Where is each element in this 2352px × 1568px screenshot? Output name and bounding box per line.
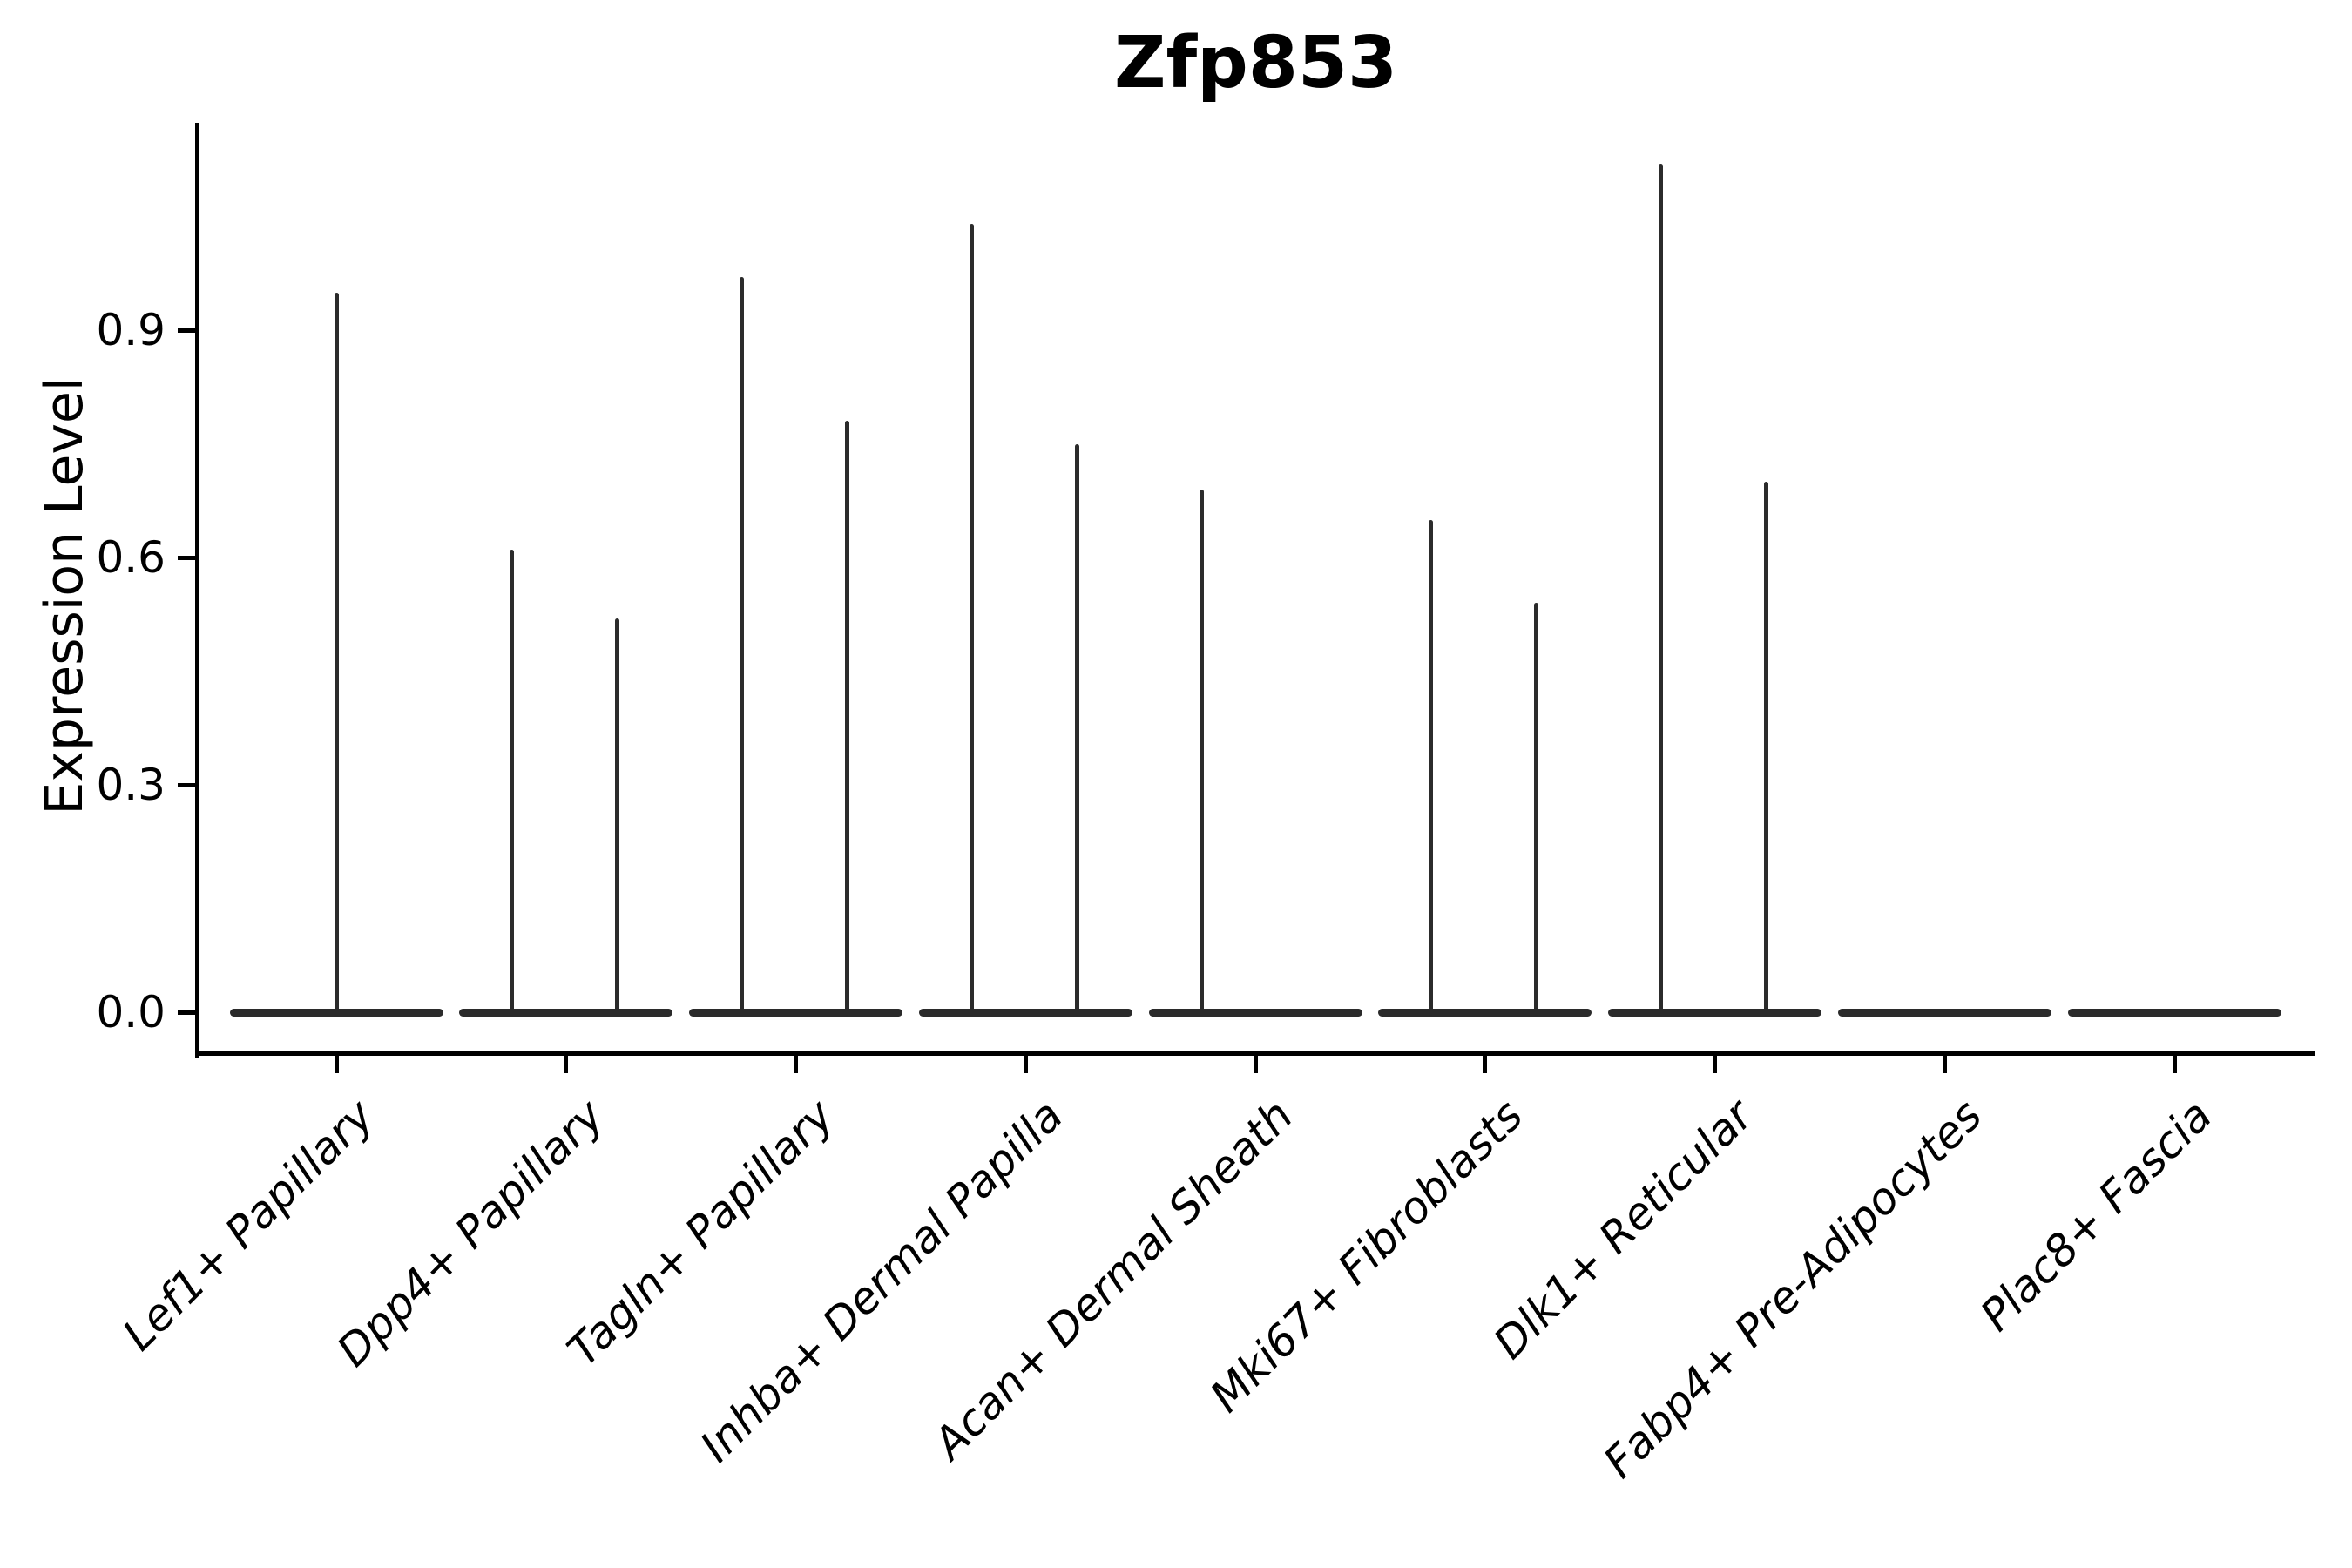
- violin-spike: [334, 292, 339, 1016]
- violin-spike: [510, 550, 515, 1016]
- x-tick-label: Tagln+ Papillary: [557, 1090, 843, 1376]
- x-tick-label: Inhba+ Dermal Papilla: [691, 1090, 1073, 1472]
- x-tick-label: Dpp4+ Papillary: [327, 1090, 614, 1376]
- violin-spike: [1074, 443, 1079, 1016]
- x-tick-label: Dlk1+ Reticular: [1484, 1090, 1762, 1369]
- violin-spike: [1764, 482, 1768, 1016]
- violin-body: [689, 1009, 902, 1017]
- violin-spike: [740, 277, 744, 1016]
- x-tick-label: Mki67+ Fibroblasts: [1200, 1090, 1533, 1423]
- x-tick-label: Plac8+ Fascia: [1970, 1090, 2222, 1342]
- violin-spike: [1534, 603, 1539, 1016]
- y-tick-mark: [178, 555, 195, 560]
- x-tick-mark: [1253, 1056, 1258, 1073]
- x-axis-spine: [195, 1051, 2315, 1056]
- violin-body: [918, 1009, 1132, 1017]
- y-tick-mark: [178, 328, 195, 333]
- y-tick-label: 0.9: [96, 305, 166, 355]
- x-tick-label: Fabp4+ Pre-Adipocytes: [1594, 1090, 1992, 1488]
- violin-spike: [1659, 163, 1663, 1016]
- y-tick-label: 0.3: [96, 760, 166, 810]
- violin-body: [1148, 1009, 1362, 1017]
- y-tick-label: 0.0: [96, 987, 166, 1037]
- violin-spike: [615, 618, 620, 1016]
- violin-spike: [969, 224, 974, 1016]
- violin-spike: [1429, 519, 1434, 1016]
- y-tick-mark: [178, 1010, 195, 1015]
- violin-spike: [1199, 489, 1204, 1016]
- y-tick-label: 0.6: [96, 532, 166, 583]
- chart-title: Zfp853: [1114, 22, 1397, 105]
- x-tick-mark: [1713, 1056, 1717, 1073]
- x-tick-mark: [1483, 1056, 1488, 1073]
- x-tick-mark: [1942, 1056, 1947, 1073]
- x-tick-mark: [2172, 1056, 2177, 1073]
- violin-body: [1837, 1009, 2051, 1017]
- y-axis-spine: [195, 123, 199, 1058]
- x-tick-mark: [334, 1056, 339, 1073]
- violin-body: [1378, 1009, 1592, 1017]
- violin-body: [1608, 1009, 1821, 1017]
- violin-spike: [845, 421, 849, 1016]
- violin-body: [459, 1009, 673, 1017]
- y-tick-mark: [178, 782, 195, 787]
- violin-body: [2067, 1009, 2281, 1017]
- x-tick-mark: [1023, 1056, 1028, 1073]
- x-tick-mark: [564, 1056, 569, 1073]
- x-tick-label: Acan+ Dermal Sheath: [923, 1090, 1303, 1470]
- x-tick-mark: [794, 1056, 798, 1073]
